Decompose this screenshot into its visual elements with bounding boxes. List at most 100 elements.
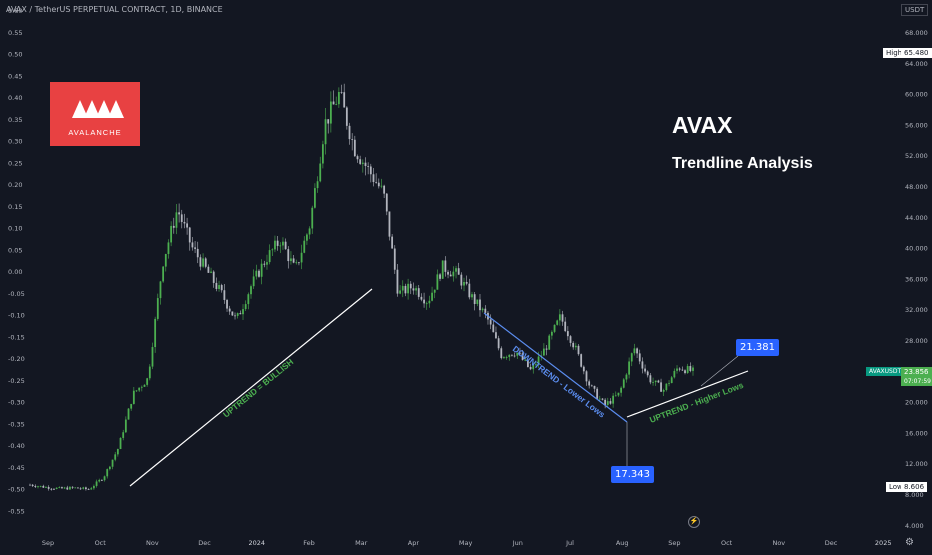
- left-tick: 0.60: [8, 7, 22, 15]
- candle-body: [45, 487, 47, 488]
- right-tick: 64.000: [905, 60, 928, 68]
- candle-body: [156, 298, 159, 319]
- candle-body: [186, 223, 188, 228]
- last-price-countdown: 07:07:59: [901, 377, 932, 386]
- trendlines: [129, 288, 749, 487]
- right-tick: 44.000: [905, 214, 928, 222]
- subheading: Trendline Analysis: [672, 155, 813, 172]
- candle-body: [580, 354, 583, 367]
- candle-body: [345, 107, 348, 126]
- candle-body: [90, 488, 93, 490]
- candle-body: [572, 342, 575, 348]
- candle-body: [215, 282, 218, 289]
- candle-body: [31, 484, 34, 486]
- left-tick: -0.55: [8, 507, 25, 515]
- candle-body: [553, 324, 556, 332]
- heading: AVAX: [672, 112, 733, 138]
- candle-body: [77, 487, 79, 489]
- candle-body: [29, 484, 31, 486]
- candle-body: [564, 321, 567, 332]
- last-price-value: 23.856: [901, 367, 932, 377]
- candle-body: [513, 355, 516, 357]
- candle-body: [596, 388, 599, 399]
- candle-body: [529, 367, 532, 370]
- candle-body: [50, 488, 53, 490]
- candle-body: [439, 274, 441, 279]
- candle-body: [369, 166, 372, 175]
- candle-body: [601, 398, 604, 400]
- candle-body: [271, 249, 274, 251]
- candle-body: [463, 281, 465, 286]
- candle-body: [606, 401, 609, 405]
- candle-body: [159, 281, 162, 299]
- downtrend-label: DOWNTREND - Lower Lows: [511, 344, 607, 420]
- candle-body: [476, 299, 479, 304]
- candle-body: [433, 289, 436, 293]
- candle-body: [87, 489, 90, 490]
- candle-body: [207, 266, 210, 273]
- candle-body: [412, 288, 415, 291]
- currency-unit[interactable]: USDT: [901, 4, 929, 16]
- right-tick: 16.000: [905, 429, 928, 437]
- candle-body: [548, 335, 551, 350]
- candle-body: [196, 248, 199, 258]
- candle-body: [183, 221, 186, 224]
- candle-body: [681, 369, 684, 371]
- candle-body: [668, 383, 670, 384]
- low-value: 8.606: [901, 482, 928, 492]
- candle-body: [244, 304, 247, 310]
- candle-body: [495, 332, 497, 339]
- candle-body: [47, 487, 50, 489]
- candle-body: [393, 248, 396, 270]
- left-tick: 0.35: [8, 116, 22, 124]
- candle-body: [521, 353, 524, 360]
- candle-body: [361, 162, 364, 164]
- candle-body: [266, 262, 268, 265]
- candle-body: [34, 485, 37, 487]
- candle-body: [154, 318, 157, 348]
- candle-body: [329, 101, 332, 124]
- candle-body: [598, 398, 601, 400]
- candle-body: [689, 366, 692, 371]
- candle-body: [119, 437, 122, 450]
- candle-body: [135, 390, 138, 392]
- lightning-icon[interactable]: ⚡: [688, 516, 700, 528]
- candle-body: [204, 258, 207, 267]
- high-label: High: [883, 48, 906, 58]
- candle-body: [111, 459, 114, 467]
- candle-body: [527, 359, 529, 368]
- candle-body: [116, 449, 119, 455]
- candle-body: [614, 395, 617, 397]
- candle-body: [556, 320, 559, 325]
- candle-body: [132, 390, 135, 404]
- candle-body: [124, 419, 127, 433]
- candle-body: [622, 379, 625, 388]
- candle-body: [231, 311, 234, 316]
- candle-body: [220, 285, 223, 291]
- left-tick: -0.20: [8, 355, 25, 363]
- candle-body: [175, 212, 178, 228]
- candle-body: [122, 432, 125, 438]
- uptrend-bullish-label: UPTREND = BULLISH: [221, 357, 295, 420]
- candle-body: [550, 331, 553, 336]
- candle-body: [638, 353, 641, 362]
- candle-body: [684, 370, 686, 374]
- candle-body: [58, 487, 61, 488]
- candle-body: [641, 361, 644, 369]
- candle-body: [612, 395, 615, 404]
- left-tick: 0.45: [8, 72, 22, 80]
- settings-gear-icon[interactable]: ⚙: [905, 537, 914, 548]
- uptrend-bullish-line: [129, 288, 373, 487]
- candle-body: [505, 357, 508, 358]
- candle-body: [114, 454, 117, 460]
- candle-body: [82, 487, 85, 489]
- candle-body: [670, 377, 673, 384]
- candle-body: [100, 479, 103, 481]
- callout-target-pointer: [700, 355, 739, 387]
- candle-body: [194, 247, 196, 249]
- left-tick: 0.25: [8, 159, 22, 167]
- candle-body: [657, 380, 660, 383]
- left-tick: 0.00: [8, 268, 22, 276]
- candle-body: [415, 288, 417, 291]
